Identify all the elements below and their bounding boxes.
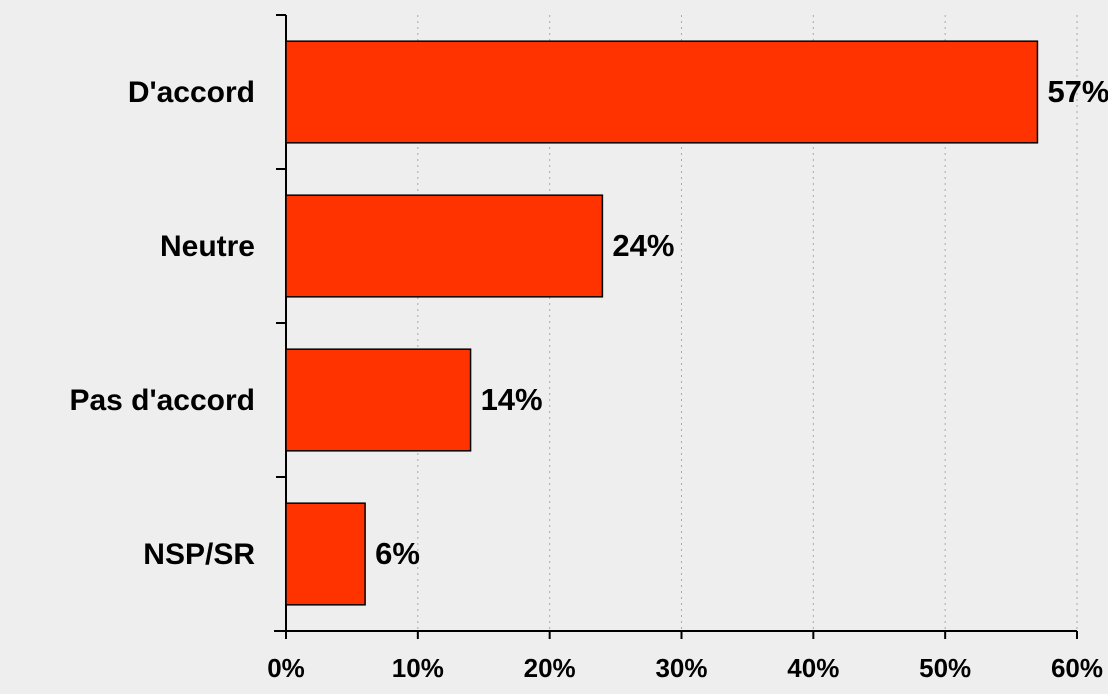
bar — [285, 502, 366, 606]
value-label: 6% — [375, 536, 420, 571]
x-tick-label: 60% — [1051, 653, 1103, 683]
value-label: 24% — [612, 228, 674, 263]
x-tick-label: 50% — [919, 653, 971, 683]
y-tick-label: Neutre — [160, 230, 255, 263]
x-tick-label: 0% — [267, 653, 305, 683]
x-tick-label: 30% — [655, 653, 707, 683]
y-tick-label: NSP/SR — [143, 538, 255, 571]
bar — [285, 40, 1039, 144]
value-label: 57% — [1047, 74, 1108, 109]
bar — [285, 194, 604, 298]
value-label: 14% — [481, 382, 543, 417]
x-tick-label: 10% — [392, 653, 444, 683]
x-tick-label: 20% — [524, 653, 576, 683]
x-tick-label: 40% — [787, 653, 839, 683]
y-tick-label: Pas d'accord — [69, 384, 255, 417]
y-tick-label: D'accord — [128, 76, 255, 109]
bar — [285, 348, 472, 452]
